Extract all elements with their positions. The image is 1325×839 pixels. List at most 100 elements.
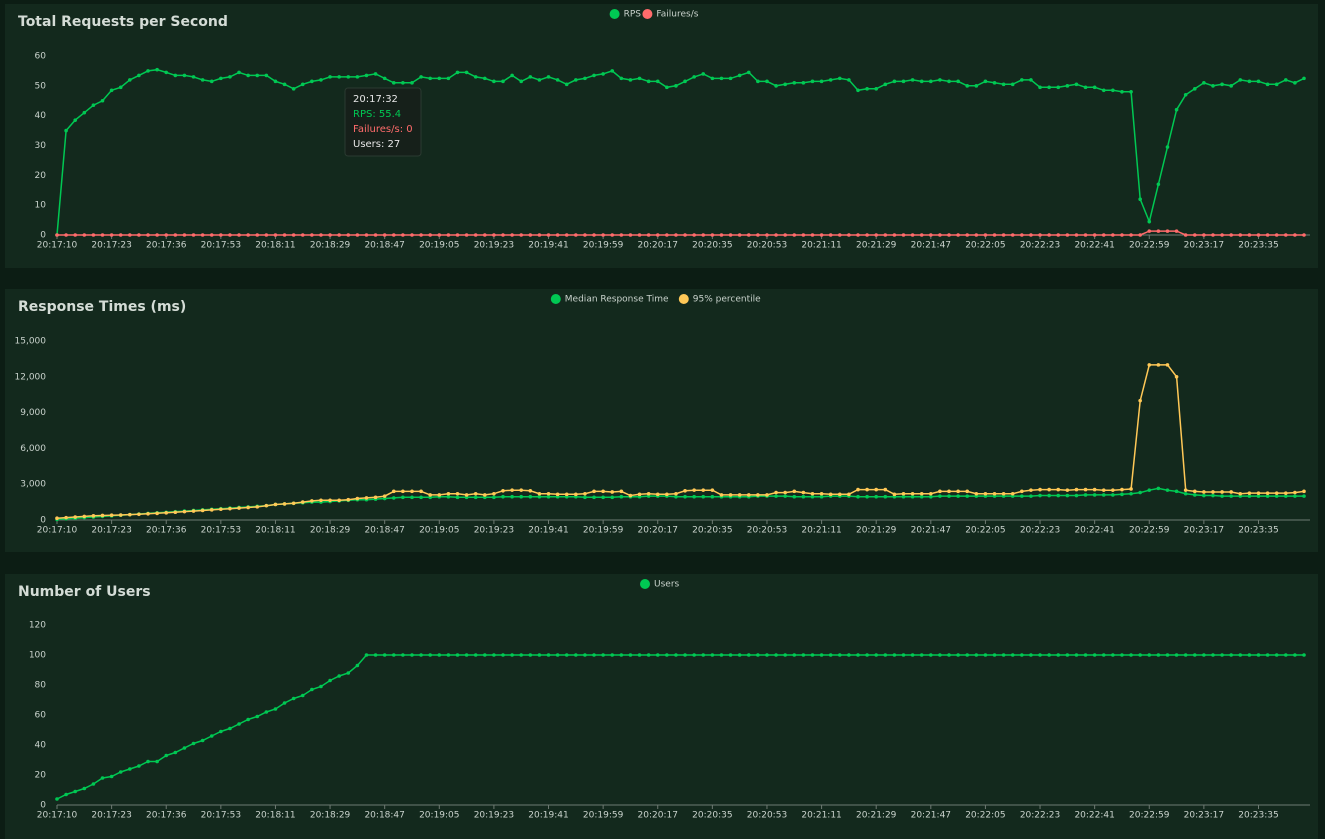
- data-point: [1229, 490, 1233, 494]
- data-point: [437, 76, 442, 81]
- y-tick-label: 3,000: [20, 480, 46, 490]
- x-tick-label: 20:18:47: [364, 241, 404, 251]
- data-point: [610, 233, 615, 237]
- data-point: [1101, 488, 1106, 492]
- x-tick-label: 20:20:17: [638, 526, 678, 536]
- data-point: [1038, 487, 1042, 492]
- data-point: [1211, 653, 1215, 657]
- data-point: [892, 79, 897, 84]
- data-point: [992, 81, 997, 85]
- y-tick-label: 100: [29, 651, 46, 661]
- data-point: [64, 233, 68, 237]
- x-tick-label: 20:19:59: [583, 526, 624, 536]
- data-point: [874, 87, 878, 91]
- data-point: [938, 233, 942, 237]
- data-point: [619, 233, 624, 237]
- data-point: [319, 498, 323, 503]
- data-point: [646, 233, 651, 237]
- data-point: [765, 79, 769, 84]
- data-point: [1138, 233, 1142, 237]
- data-point: [947, 489, 951, 494]
- x-tick-label: 20:20:35: [692, 241, 732, 251]
- data-point: [1020, 233, 1024, 237]
- data-point: [746, 70, 751, 75]
- data-point: [1165, 229, 1170, 233]
- data-point: [364, 496, 369, 500]
- data-point: [1156, 229, 1161, 233]
- data-point: [1220, 233, 1224, 237]
- legend-label: RPS: [624, 10, 642, 20]
- data-point: [701, 653, 706, 657]
- data-point: [692, 653, 696, 657]
- data-point: [528, 494, 533, 499]
- data-point: [446, 233, 451, 237]
- data-point: [109, 513, 114, 518]
- data-point: [546, 494, 551, 499]
- data-point: [246, 717, 250, 722]
- data-point: [146, 511, 150, 516]
- x-tick-label: 20:22:41: [1074, 526, 1114, 536]
- x-tick-label: 20:22:05: [965, 526, 1005, 536]
- x-tick-label: 20:21:29: [856, 526, 897, 536]
- x-tick-label: 20:22:05: [965, 811, 1005, 821]
- data-point: [1156, 653, 1161, 657]
- data-point: [1047, 653, 1051, 657]
- data-point: [100, 513, 105, 518]
- data-point: [783, 490, 787, 495]
- legend-marker: [678, 294, 689, 304]
- x-tick-label: 20:18:47: [364, 526, 404, 536]
- data-point: [692, 75, 696, 79]
- data-point: [892, 653, 897, 657]
- data-point: [919, 233, 924, 237]
- data-point: [264, 710, 269, 714]
- data-point: [956, 489, 960, 494]
- data-point: [837, 492, 842, 497]
- data-point: [1202, 490, 1206, 494]
- data-point: [91, 233, 96, 237]
- data-point: [819, 494, 824, 499]
- data-point: [519, 494, 524, 499]
- data-point: [492, 653, 496, 657]
- data-point: [592, 233, 596, 237]
- data-point: [100, 776, 105, 780]
- data-point: [1183, 233, 1188, 237]
- data-point: [455, 70, 460, 75]
- data-point: [756, 79, 760, 84]
- data-point: [601, 72, 605, 76]
- data-point: [701, 494, 706, 499]
- data-point: [91, 103, 96, 108]
- x-tick-label: 20:20:17: [638, 241, 678, 251]
- data-point: [228, 726, 232, 731]
- data-point: [546, 233, 551, 237]
- data-point: [1020, 489, 1024, 494]
- data-point: [219, 233, 223, 237]
- data-point: [1038, 493, 1042, 498]
- data-point: [1156, 182, 1161, 187]
- data-point: [73, 789, 78, 794]
- data-point: [746, 233, 751, 237]
- data-point: [1220, 653, 1224, 657]
- y-tick-label: 50: [35, 81, 47, 91]
- data-point: [965, 494, 970, 498]
- data-point: [1192, 653, 1197, 657]
- data-point: [464, 653, 469, 657]
- data-point: [55, 516, 59, 521]
- data-point: [847, 78, 851, 82]
- data-point: [264, 73, 269, 78]
- data-point: [382, 494, 387, 498]
- data-point: [473, 495, 478, 500]
- data-point: [1029, 653, 1033, 657]
- data-point: [1120, 487, 1124, 492]
- data-point: [746, 493, 751, 497]
- data-point: [819, 653, 824, 657]
- data-point: [473, 233, 478, 237]
- data-point: [883, 487, 888, 492]
- data-point: [328, 678, 332, 683]
- data-point: [209, 233, 214, 237]
- data-point: [1120, 90, 1124, 94]
- data-point: [601, 653, 605, 657]
- data-point: [446, 653, 451, 657]
- data-point: [182, 509, 187, 514]
- data-point: [100, 98, 105, 103]
- data-point: [655, 233, 660, 237]
